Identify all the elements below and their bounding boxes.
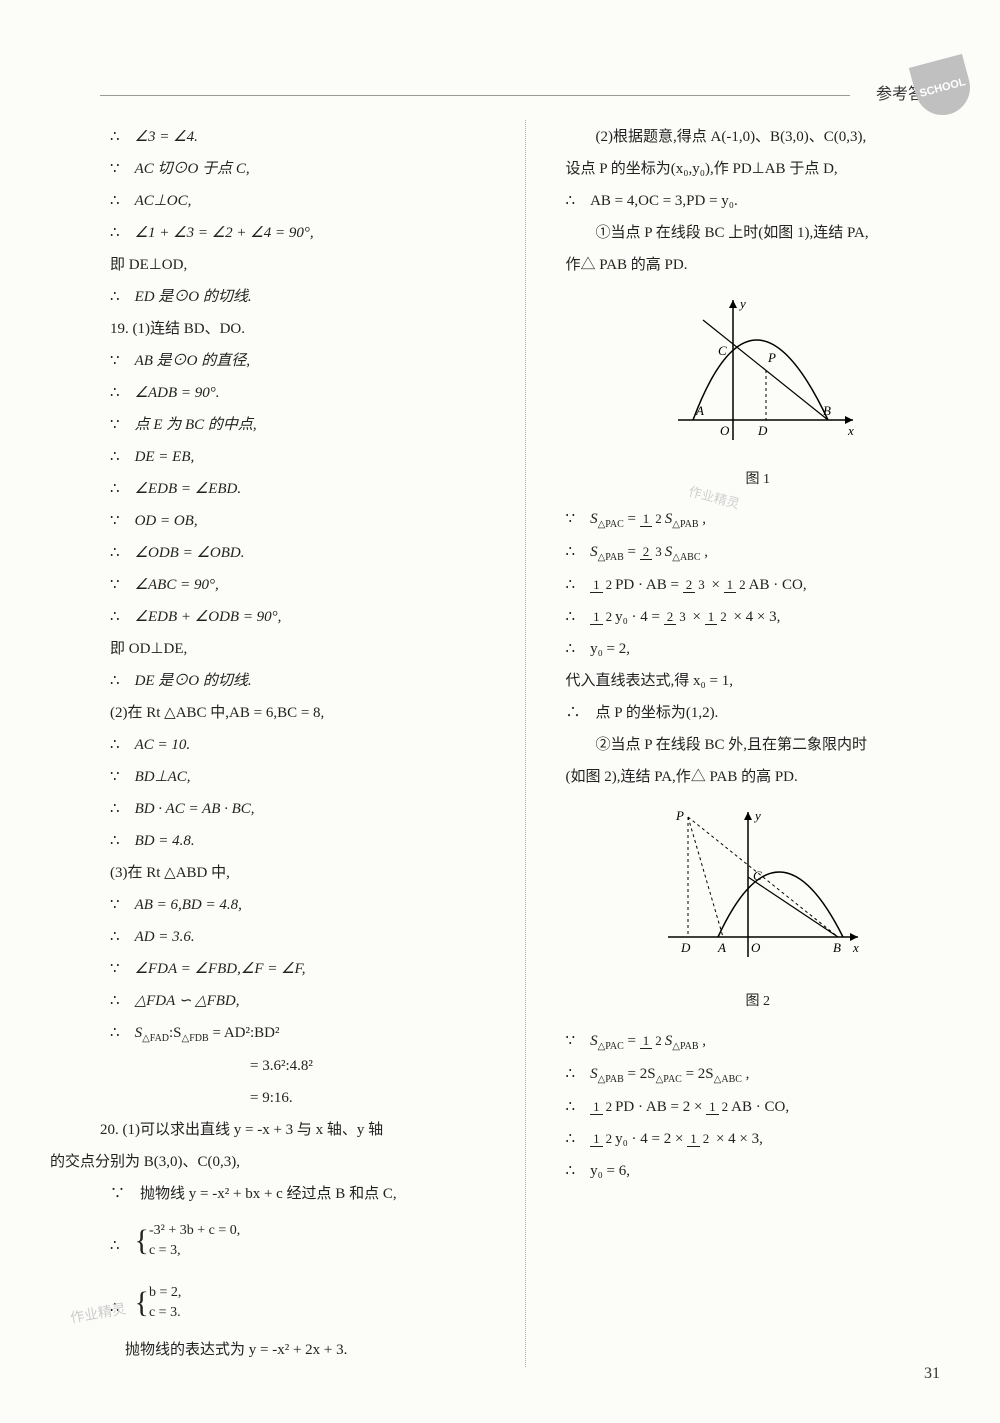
line: ∴ AC = 10. xyxy=(110,730,495,760)
svg-text:x: x xyxy=(852,940,859,955)
line: 19. (1)连结 BD、DO. xyxy=(110,314,495,344)
line: ∴ BD = 4.8. xyxy=(110,826,495,856)
eq-r3: ∴ 12PD · AB = 23 × 12AB · CO, xyxy=(566,570,951,600)
column-divider xyxy=(525,120,526,1367)
line: ∴ ∠EDB + ∠ODB = 90°, xyxy=(110,602,495,632)
svg-text:C: C xyxy=(753,868,762,883)
svg-text:O: O xyxy=(751,940,761,955)
fig1-svg: A O D B C P x y xyxy=(658,290,858,450)
line: ∴ ∠1 + ∠3 = ∠2 + ∠4 = 90°, xyxy=(110,218,495,248)
eq-sys1: ∴ {-3² + 3b + c = 0,c = 3, xyxy=(110,1211,495,1271)
line: ∵ ∠FDA = ∠FBD,∠F = ∠F, xyxy=(110,954,495,984)
eq-s2: ∴ S△PAB = 2S△PAC = 2S△ABC , xyxy=(566,1059,951,1090)
svg-text:y: y xyxy=(738,296,746,311)
line: ∵ BD⊥AC, xyxy=(110,762,495,792)
line: ∴ ∠ODB = ∠OBD. xyxy=(110,538,495,568)
eq-s4: ∴ 12y₀ · 4 = 2 × 12 × 4 × 3, xyxy=(566,1124,951,1154)
svg-text:B: B xyxy=(833,940,841,955)
line: ∴ BD · AC = AB · BC, xyxy=(110,794,495,824)
line: ∵ AB = 6,BD = 4.8, xyxy=(110,890,495,920)
svg-text:D: D xyxy=(680,940,691,955)
line: ②当点 P 在线段 BC 外,且在第二象限内时 xyxy=(566,730,951,760)
line: 作△ PAB 的高 PD. xyxy=(566,250,951,280)
ratio-val: = 3.6²:4.8² xyxy=(110,1051,495,1081)
fig2-caption: 图 2 xyxy=(566,988,951,1016)
line: ∵ ∠ABC = 90°, xyxy=(110,570,495,600)
ratio-line: ∴ S△FAD:S△FDB = AD²:BD² xyxy=(110,1018,495,1049)
line: 设点 P 的坐标为(x₀,y₀),作 PD⊥AB 于点 D, xyxy=(566,154,951,184)
line: ∴ y₀ = 2, xyxy=(566,634,951,664)
line: (2)根据题意,得点 A(-1,0)、B(3,0)、C(0,3), xyxy=(566,122,951,152)
svg-text:P: P xyxy=(675,808,684,823)
line: ∴ AC⊥OC, xyxy=(110,186,495,216)
content-columns: ∴ ∠3 = ∠4. ∵ AC 切⊙O 于点 C, ∴ AC⊥OC, ∴ ∠1 … xyxy=(50,120,950,1367)
line: ∴ DE 是⊙O 的切线. xyxy=(110,666,495,696)
q20-intro: 20. (1)可以求出直线 y = -x + 3 与 x 轴、y 轴 xyxy=(70,1115,495,1145)
line: ∵ 点 E 为 BC 的中点, xyxy=(110,410,495,440)
eq-sys2: ∴ {b = 2,c = 3. xyxy=(110,1273,495,1333)
eq-s1: ∵ S△PAC = 12S△PAB , xyxy=(566,1026,951,1057)
figure-2: P D A O B C x y 图 2 xyxy=(566,802,951,1016)
svg-text:A: A xyxy=(717,940,726,955)
line: ∴ △FDA ∽ △FBD, xyxy=(110,986,495,1016)
left-column: ∴ ∠3 = ∠4. ∵ AC 切⊙O 于点 C, ∴ AC⊥OC, ∴ ∠1 … xyxy=(50,120,495,1367)
ratio-val: = 9:16. xyxy=(110,1083,495,1113)
eq-r1: ∵ S△PAC = 12S△PAB , xyxy=(566,504,951,535)
line: ∵ 抛物线 y = -x² + bx + c 经过点 B 和点 C, xyxy=(110,1179,495,1209)
svg-text:x: x xyxy=(847,423,854,438)
line: ∴ ∠EDB = ∠EBD. xyxy=(110,474,495,504)
figure-1: A O D B C P x y 图 1 xyxy=(566,290,951,494)
line: ∵ AC 切⊙O 于点 C, xyxy=(110,154,495,184)
svg-text:A: A xyxy=(695,403,704,418)
badge-text: SCHOOL xyxy=(918,76,967,100)
line: (2)在 Rt △ABC 中,AB = 6,BC = 8, xyxy=(110,698,495,728)
svg-text:O: O xyxy=(720,423,730,438)
right-column: (2)根据题意,得点 A(-1,0)、B(3,0)、C(0,3), 设点 P 的… xyxy=(556,120,951,1367)
school-badge-icon: SCHOOL xyxy=(909,54,976,121)
svg-text:P: P xyxy=(767,350,776,365)
q20-result: 抛物线的表达式为 y = -x² + 2x + 3. xyxy=(110,1335,495,1365)
line: (3)在 Rt △ABD 中, xyxy=(110,858,495,888)
line: 代入直线表达式,得 x₀ = 1, xyxy=(566,666,951,696)
fig2-svg: P D A O B C x y xyxy=(648,802,868,972)
eq-s3: ∴ 12PD · AB = 2 × 12AB · CO, xyxy=(566,1092,951,1122)
line: ①当点 P 在线段 BC 上时(如图 1),连结 PA, xyxy=(566,218,951,248)
line: ∴ AB = 4,OC = 3,PD = y₀. xyxy=(566,186,951,216)
line: ∴ AD = 3.6. xyxy=(110,922,495,952)
svg-text:y: y xyxy=(753,808,761,823)
line: 即 DE⊥OD, xyxy=(110,250,495,280)
line: ∴ 点 P 的坐标为(1,2). xyxy=(566,698,951,728)
line: ∵ AB 是⊙O 的直径, xyxy=(110,346,495,376)
eq-r4: ∴ 12y₀ · 4 = 23 × 12 × 4 × 3, xyxy=(566,602,951,632)
line: 即 OD⊥DE, xyxy=(110,634,495,664)
svg-text:D: D xyxy=(757,423,768,438)
line: ∴ y₀ = 6, xyxy=(566,1156,951,1186)
line: ∴ ED 是⊙O 的切线. xyxy=(110,282,495,312)
fig1-caption: 图 1 xyxy=(566,466,951,494)
page-number: 31 xyxy=(924,1365,940,1383)
line: (如图 2),连结 PA,作△ PAB 的高 PD. xyxy=(566,762,951,792)
line: ∴ ∠3 = ∠4. xyxy=(110,122,495,152)
line: ∴ DE = EB, xyxy=(110,442,495,472)
q20-intro2: 的交点分别为 B(3,0)、C(0,3), xyxy=(50,1147,495,1177)
svg-text:C: C xyxy=(718,343,727,358)
eq-r2: ∴ S△PAB = 23S△ABC , xyxy=(566,537,951,568)
svg-text:B: B xyxy=(823,403,831,418)
line: ∴ ∠ADB = 90°. xyxy=(110,378,495,408)
header-rule xyxy=(100,95,850,96)
line: ∵ OD = OB, xyxy=(110,506,495,536)
page: 参考答案 SCHOOL ∴ ∠3 = ∠4. ∵ AC 切⊙O 于点 C, ∴ … xyxy=(0,0,1000,1423)
